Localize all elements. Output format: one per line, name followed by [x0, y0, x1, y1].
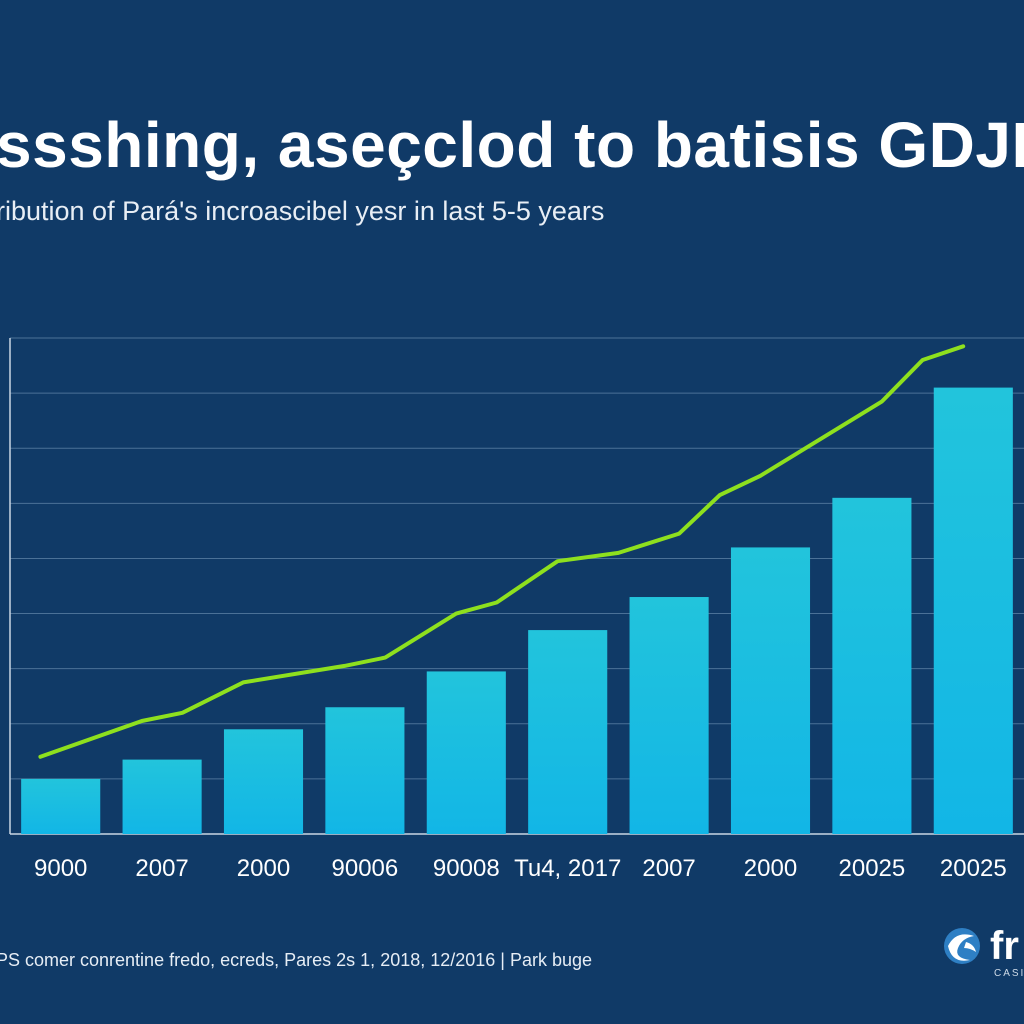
- bar-line-chart: 9000 2007 2000 90006 90008 Tu4, 2017 2007 2000 2…: [9, 337, 1024, 882]
- bar: [933, 387, 1013, 834]
- x-tick-label: 90006: [332, 855, 399, 882]
- x-tick-label: 90008: [433, 855, 500, 882]
- x-tick-label: 9000: [34, 855, 87, 882]
- logo-text: fr: [990, 924, 1019, 968]
- x-tick-label: 2000: [237, 855, 290, 882]
- logo-tagline: CASI: [994, 968, 1024, 979]
- bar: [832, 497, 912, 834]
- bar: [122, 759, 202, 834]
- bar: [528, 630, 608, 834]
- x-tick-label: 2007: [135, 855, 188, 882]
- trend-line: [38, 344, 966, 759]
- chart-subtitle: ribution of Pará's incroascibel yesr in …: [0, 196, 605, 226]
- bar: [223, 729, 304, 834]
- source-note: PS comer conrentine fredo, ecreds, Pares…: [0, 950, 593, 970]
- globe-swirl-icon: [944, 928, 980, 964]
- bar: [730, 547, 811, 834]
- bar: [21, 778, 101, 834]
- chart-title: ssshing, aseçclod to batisis GDJP: [0, 109, 1024, 181]
- bar: [426, 671, 506, 834]
- x-tick-label: 2000: [744, 855, 797, 882]
- x-tick-label: 20025: [940, 855, 1007, 882]
- x-tick-label: 2007: [642, 855, 695, 882]
- bar: [325, 707, 405, 834]
- x-tick-label: 20025: [839, 855, 906, 882]
- x-tick-label: Tu4, 2017: [514, 855, 621, 882]
- brand-logo: fr CASI: [940, 924, 1023, 979]
- bar: [629, 597, 709, 834]
